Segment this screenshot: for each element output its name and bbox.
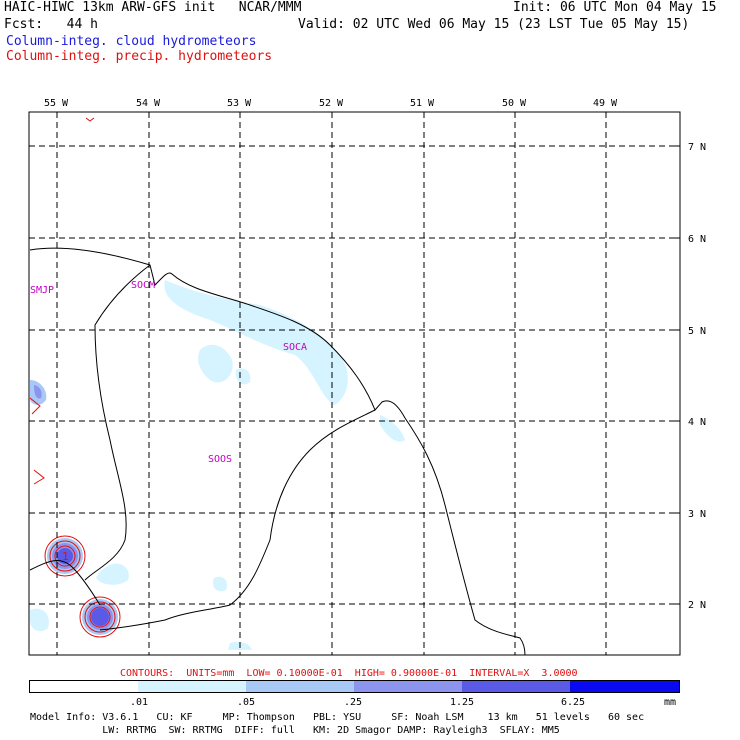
station-socm: SOCM: [131, 280, 155, 291]
legend-tick-1: .01: [130, 697, 149, 708]
frame-ticks: [56, 112, 680, 605]
latlon-grid: [29, 112, 680, 655]
lat-label-6n: 6 N: [688, 234, 706, 245]
lon-label-52w: 52 W: [319, 98, 344, 109]
forecast-hour: Fcst: 44 h: [4, 17, 98, 32]
legend-bin-4: [462, 681, 570, 692]
map-frame: [28, 111, 681, 656]
valid-time: Valid: 02 UTC Wed 06 May 15 (23 LST Tue …: [298, 17, 690, 32]
legend-tick-2: .05: [237, 697, 256, 708]
legend-tick-3: .25: [344, 697, 363, 708]
lat-label-5n: 5 N: [688, 326, 706, 337]
lon-label-55w: 55 W: [44, 98, 69, 109]
contours-info: CONTOURS: UNITS=mm LOW= 0.10000E-01 HIGH…: [120, 668, 578, 679]
init-time: Init: 06 UTC Mon 04 May 15: [513, 0, 717, 15]
lon-label-51w: 51 W: [410, 98, 435, 109]
lon-label-49w: 49 W: [593, 98, 618, 109]
color-legend: [29, 680, 680, 693]
plot-title: HAIC-HIWC 13km ARW-GFS init NCAR/MMM: [4, 0, 302, 15]
coastline-borders: [29, 247, 526, 656]
lon-label-53w: 53 W: [227, 98, 252, 109]
field-cloud-label: Column-integ. cloud hydrometeors: [6, 34, 257, 49]
contour-label: 1: [62, 550, 69, 563]
field-precip-label: Column-integ. precip. hydrometeors: [6, 49, 273, 64]
precip-contours: [29, 117, 121, 638]
lat-labels: 7 N 6 N 5 N 4 N 3 N 2 N: [688, 142, 706, 611]
model-info-line1: Model Info: V3.6.1 CU: KF MP: Thompson P…: [30, 712, 645, 723]
legend-bin-0: [30, 681, 138, 692]
legend-bin-2: [246, 681, 354, 692]
legend-tick-4: 1.25: [450, 697, 475, 708]
legend-bin-5: [570, 681, 679, 692]
legend-unit: mm: [664, 697, 677, 708]
lon-labels: 55 W 54 W 53 W 52 W 51 W 50 W 49 W: [44, 98, 618, 109]
legend-bin-1: [138, 681, 246, 692]
station-labels: SMJP SOCM SOCA SOOS: [30, 280, 307, 465]
station-smjp: SMJP: [30, 285, 54, 296]
legend-tick-5: 6.25: [561, 697, 586, 708]
legend-bin-3: [354, 681, 462, 692]
lat-label-4n: 4 N: [688, 417, 706, 428]
lat-label-7n: 7 N: [688, 142, 706, 153]
lat-label-3n: 3 N: [688, 509, 706, 520]
cloud-shading: [30, 280, 405, 650]
lon-label-50w: 50 W: [502, 98, 527, 109]
lon-label-54w: 54 W: [136, 98, 161, 109]
station-soca: SOCA: [283, 342, 307, 353]
station-soos: SOOS: [208, 454, 232, 465]
lat-label-2n: 2 N: [688, 600, 706, 611]
model-info-line2: LW: RRTMG SW: RRTMG DIFF: full KM: 2D Sm…: [30, 725, 560, 736]
